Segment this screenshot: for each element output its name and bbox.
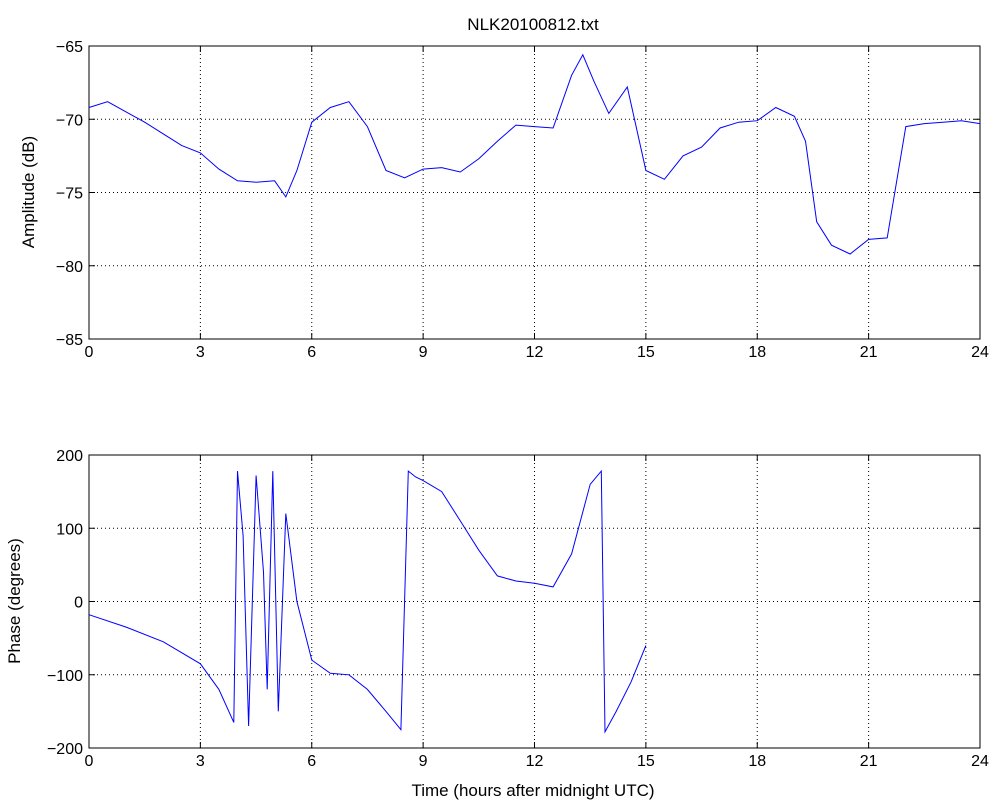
amplitude-x-tick-label: 21 bbox=[860, 344, 878, 361]
phase-y-tick-label: −200 bbox=[47, 741, 83, 758]
phase-x-tick-label: 0 bbox=[85, 753, 94, 770]
figure-title: NLK20100812.txt bbox=[467, 15, 599, 34]
amplitude-y-tick-label: −65 bbox=[56, 39, 83, 56]
phase-y-tick-label: −100 bbox=[47, 668, 83, 685]
amplitude-y-tick-label: −70 bbox=[56, 112, 83, 129]
amplitude-y-label: Amplitude (dB) bbox=[19, 136, 38, 248]
amplitude-plot-area bbox=[88, 45, 981, 340]
phase-y-label: Phase (degrees) bbox=[5, 538, 24, 664]
phase-x-tick-label: 9 bbox=[419, 753, 428, 770]
amplitude-x-tick-label: 0 bbox=[85, 344, 94, 361]
phase-series-line bbox=[88, 469, 647, 734]
amplitude-x-tick-label: 12 bbox=[526, 344, 544, 361]
amplitude-plot: 0 3 6 9 12 15 18 21 24 −85 −80 −75 −70 −65 Amplitude … bbox=[19, 39, 989, 361]
phase-x-tick-label: 21 bbox=[860, 753, 878, 770]
phase-y-tick-label: 200 bbox=[56, 448, 83, 465]
amplitude-ticks bbox=[88, 45, 981, 340]
phase-x-tick-label: 12 bbox=[526, 753, 544, 770]
phase-x-tick-label: 24 bbox=[971, 753, 989, 770]
phase-x-tick-label: 3 bbox=[196, 753, 205, 770]
phase-plot: 0 3 6 9 12 15 18 21 24 −200 −100 0 100 200 Phase (deg… bbox=[5, 448, 989, 800]
amplitude-x-tick-label: 3 bbox=[196, 344, 205, 361]
phase-ticks bbox=[88, 454, 981, 749]
phase-grid bbox=[89, 455, 980, 748]
amplitude-x-tick-label: 15 bbox=[637, 344, 655, 361]
phase-x-label: Time (hours after midnight UTC) bbox=[411, 781, 654, 800]
amplitude-x-tick-label: 18 bbox=[748, 344, 766, 361]
phase-y-tick-label: 100 bbox=[56, 521, 83, 538]
amplitude-series-line bbox=[88, 53, 981, 255]
amplitude-tick-labels: 0 3 6 9 12 15 18 21 24 −85 −80 −75 −70 −65 bbox=[56, 39, 989, 361]
amplitude-y-tick-label: −85 bbox=[56, 332, 83, 349]
phase-x-tick-label: 15 bbox=[637, 753, 655, 770]
amplitude-grid bbox=[89, 46, 980, 339]
amplitude-y-tick-label: −80 bbox=[56, 259, 83, 276]
phase-y-tick-label: 0 bbox=[74, 595, 83, 612]
phase-x-tick-label: 6 bbox=[307, 753, 316, 770]
amplitude-x-tick-label: 9 bbox=[419, 344, 428, 361]
phase-x-tick-label: 18 bbox=[748, 753, 766, 770]
amplitude-x-tick-label: 6 bbox=[307, 344, 316, 361]
phase-tick-labels: 0 3 6 9 12 15 18 21 24 −200 −100 0 100 200 bbox=[47, 448, 989, 770]
amplitude-y-tick-label: −75 bbox=[56, 186, 83, 203]
phase-plot-area bbox=[88, 454, 981, 749]
amplitude-x-tick-label: 24 bbox=[971, 344, 989, 361]
